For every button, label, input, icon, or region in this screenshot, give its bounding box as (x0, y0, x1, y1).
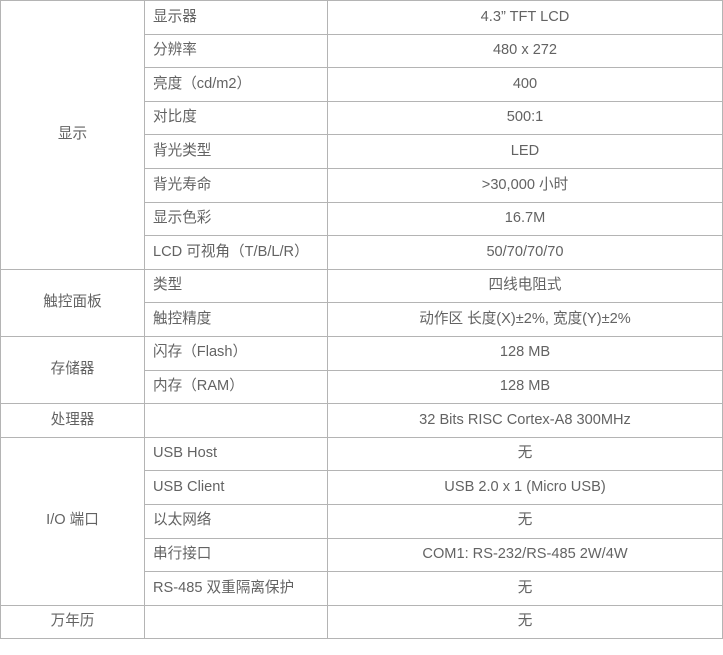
table-row: 万年历 无 (0, 604, 723, 640)
table-row: 显示 显示器 4.3” TFT LCD (0, 0, 723, 270)
item-cell: 触控精度 (144, 302, 328, 337)
value-cell: LED (327, 134, 723, 169)
table-row: 处理器 32 Bits RISC Cortex-A8 300MHz (0, 403, 723, 438)
item-cell: 背光寿命 (144, 168, 328, 203)
table-row: USB Client USB 2.0 x 1 (Micro USB) (1, 470, 723, 505)
table-row: I/O 端口 USB Host 无 (0, 436, 723, 606)
value-cell: 无 (327, 436, 723, 472)
table-row: 显示色彩 16.7M (1, 202, 723, 237)
value-cell: >30,000 小时 (327, 168, 723, 203)
value-cell: 四线电阻式 (327, 268, 723, 304)
value-cell: 32 Bits RISC Cortex-A8 300MHz (327, 403, 723, 438)
item-cell (144, 604, 328, 640)
category-cell: 处理器 (0, 403, 145, 438)
table-row: 对比度 500:1 (1, 101, 723, 136)
table-row: 触控面板 类型 四线电阻式 (0, 268, 723, 337)
category-cell: 触控面板 (0, 268, 145, 337)
value-cell: 128 MB (327, 335, 723, 371)
item-cell: USB Host (144, 436, 328, 472)
value-cell: 动作区 长度(X)±2%, 宽度(Y)±2% (327, 302, 723, 337)
table-row: 以太网络无 (1, 504, 723, 539)
item-cell: 内存（RAM） (144, 370, 328, 405)
item-cell: 类型 (144, 268, 328, 304)
table-row: 背光寿命 >30,000 小时 (1, 168, 723, 203)
value-cell: USB 2.0 x 1 (Micro USB) (327, 470, 723, 505)
item-cell: USB Client (144, 470, 328, 505)
value-cell: 500:1 (327, 101, 723, 136)
category-cell: 万年历 (0, 604, 145, 640)
item-cell: 串行接口 (144, 538, 328, 573)
table-row: RS-485 双重隔离保护无 (1, 571, 723, 606)
item-cell: 显示色彩 (144, 202, 328, 237)
item-cell: LCD 可视角（T/B/L/R） (144, 235, 328, 270)
value-cell: 无 (327, 571, 723, 606)
spec-table-body: 显示 显示器 4.3” TFT LCD 分辨率 480 x 272 亮度（cd/m2） 40… (0, 0, 723, 640)
item-cell: 背光类型 (144, 134, 328, 169)
table-row: LCD 可视角（T/B/L/R） 50/70/70/70 (1, 235, 723, 270)
item-cell: 亮度（cd/m2） (144, 67, 328, 102)
item-cell: 以太网络 (144, 504, 328, 539)
value-cell: 480 x 272 (327, 34, 723, 69)
item-cell (144, 403, 328, 438)
table-row: 串行接口 COM1: RS-232/RS-485 2W/4W (1, 538, 723, 573)
table-row: 存储器 闪存（Flash） 128 MB (0, 335, 723, 405)
category-cell: 存储器 (0, 335, 145, 405)
table-row: 分辨率 480 x 272 (1, 34, 723, 69)
value-cell: 400 (327, 67, 723, 102)
table-row: 背光类型 LED (1, 134, 723, 169)
category-cell: 显示 (0, 0, 145, 270)
item-cell: 分辨率 (144, 34, 328, 69)
value-cell: 50/70/70/70 (327, 235, 723, 270)
item-cell: 闪存（Flash） (144, 335, 328, 371)
item-cell: 对比度 (144, 101, 328, 136)
specification-table: 显示 显示器 4.3” TFT LCD 分辨率 480 x 272 亮度（cd/m2） 40… (0, 0, 723, 640)
category-cell: I/O 端口 (0, 436, 145, 606)
value-cell: 128 MB (327, 370, 723, 405)
item-cell: 显示器 (144, 0, 328, 35)
value-cell: COM1: RS-232/RS-485 2W/4W (327, 538, 723, 573)
value-cell: 无 (327, 604, 723, 640)
item-cell: RS-485 双重隔离保护 (144, 571, 328, 606)
table-row: 亮度（cd/m2） 400 (1, 67, 723, 102)
value-cell: 4.3” TFT LCD (327, 0, 723, 35)
table-row: 触控精度 动作区 长度(X)±2%, 宽度(Y)±2% (1, 302, 723, 337)
value-cell: 无 (327, 504, 723, 539)
value-cell: 16.7M (327, 202, 723, 237)
